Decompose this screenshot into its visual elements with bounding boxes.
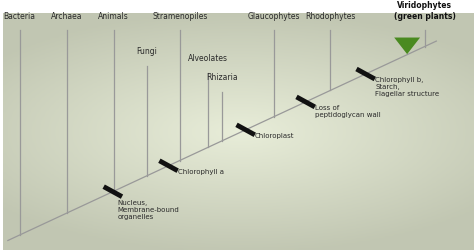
Text: Nucleus,
Membrane-bound
organelles: Nucleus, Membrane-bound organelles xyxy=(118,199,179,219)
Text: Chlorophyll b,
Starch,
Flagellar structure: Chlorophyll b, Starch, Flagellar structu… xyxy=(375,77,439,97)
Text: Rhodophytes: Rhodophytes xyxy=(305,12,356,21)
Text: Loss of
peptidoglycan wall: Loss of peptidoglycan wall xyxy=(315,105,381,118)
Text: Animals: Animals xyxy=(99,12,129,21)
Text: Viridophytes
(green plants): Viridophytes (green plants) xyxy=(393,1,456,21)
Text: Fungi: Fungi xyxy=(137,47,157,56)
Text: Chlorophyll a: Chlorophyll a xyxy=(178,168,224,174)
Polygon shape xyxy=(394,38,420,55)
Text: Chloroplast: Chloroplast xyxy=(255,133,294,139)
Text: Bacteria: Bacteria xyxy=(4,12,36,21)
Text: Glaucophytes: Glaucophytes xyxy=(247,12,300,21)
Text: Stramenopiles: Stramenopiles xyxy=(152,12,208,21)
Text: Archaea: Archaea xyxy=(51,12,82,21)
Text: Rhizaria: Rhizaria xyxy=(206,73,238,82)
Text: Alveolates: Alveolates xyxy=(188,54,228,63)
